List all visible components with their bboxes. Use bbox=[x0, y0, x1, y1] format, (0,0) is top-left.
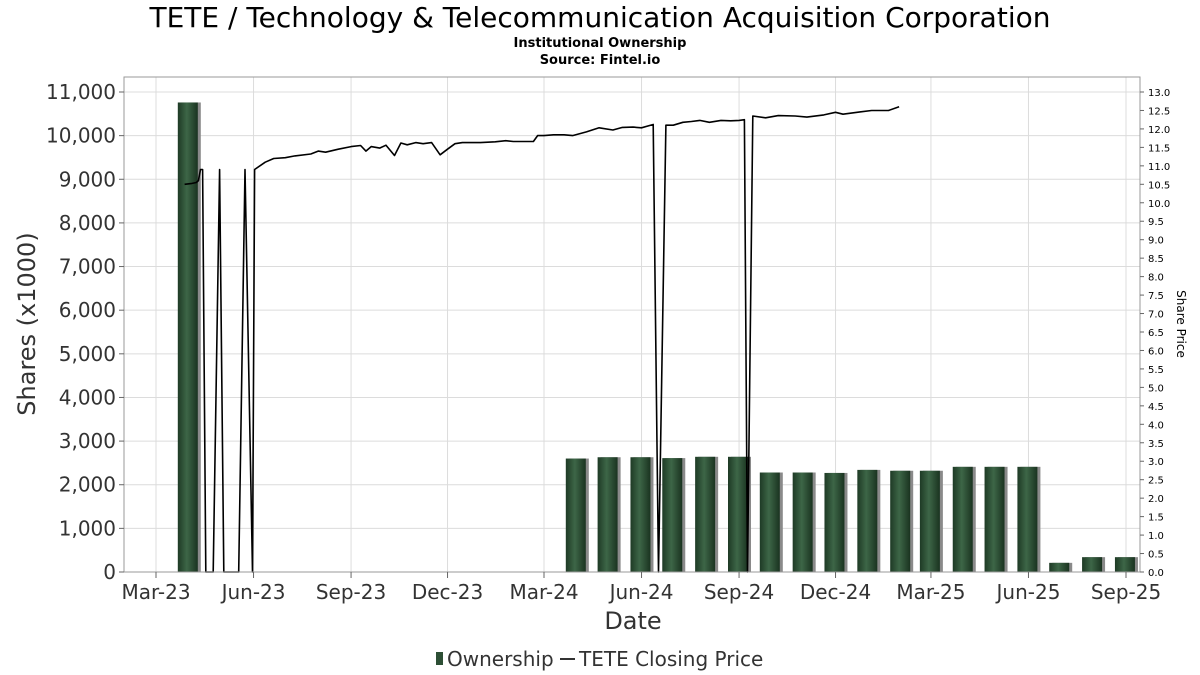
y-tick-label: 9,000 bbox=[59, 167, 116, 191]
ownership-bar bbox=[857, 469, 878, 572]
y2-tick-label: 11.0 bbox=[1148, 162, 1170, 173]
y2-tick-label: 5.0 bbox=[1148, 383, 1164, 394]
y-tick-label: 8,000 bbox=[59, 211, 116, 235]
x-tick-label: Mar-25 bbox=[896, 580, 965, 604]
y-axis-label: Shares (x1000) bbox=[13, 232, 41, 415]
y-tick-label: 4,000 bbox=[59, 385, 116, 409]
x-tick-label: Sep-24 bbox=[704, 580, 774, 604]
y2-axis-label: Share Price bbox=[1174, 290, 1188, 358]
price-line bbox=[184, 106, 900, 573]
x-tick-label: Mar-24 bbox=[509, 580, 578, 604]
x-tick-label: Jun-25 bbox=[995, 580, 1061, 604]
y2-tick-label: 7.5 bbox=[1148, 291, 1164, 302]
y-tick-label: 3,000 bbox=[59, 429, 116, 453]
y2-tick-label: 4.5 bbox=[1148, 402, 1164, 413]
y2-tick-label: 3.0 bbox=[1148, 457, 1164, 468]
y-tick-label: 5,000 bbox=[59, 342, 116, 366]
y2-tick-label: 7.0 bbox=[1148, 310, 1164, 321]
y2-tick-label: 13.0 bbox=[1148, 88, 1170, 99]
plot-frame bbox=[123, 76, 1141, 573]
legend-ownership-swatch bbox=[436, 652, 443, 665]
y2-tick-label: 4.0 bbox=[1148, 420, 1164, 431]
y-tick-label: 11,000 bbox=[46, 80, 116, 104]
ownership-bar bbox=[984, 466, 1005, 572]
ownership-bar bbox=[565, 458, 586, 572]
y2-tick-label: 0.5 bbox=[1148, 550, 1164, 561]
y2-tick-label: 12.5 bbox=[1148, 106, 1170, 117]
x-tick-label: Dec-24 bbox=[800, 580, 871, 604]
ownership-bar bbox=[759, 472, 780, 572]
y-tick-label: 7,000 bbox=[59, 255, 116, 279]
ownership-bar bbox=[1049, 562, 1070, 572]
x-tick-label: Jun-23 bbox=[220, 580, 286, 604]
y-tick-label: 0 bbox=[103, 560, 116, 584]
legend-price-label: TETE Closing Price bbox=[578, 647, 763, 671]
y2-tick-label: 10.5 bbox=[1148, 180, 1170, 191]
y-tick-label: 2,000 bbox=[59, 473, 116, 497]
y2-tick-label: 1.5 bbox=[1148, 513, 1164, 524]
x-tick-label: Mar-23 bbox=[121, 580, 190, 604]
ownership-bar bbox=[728, 456, 748, 572]
ownership-bar bbox=[662, 458, 683, 572]
y2-tick-label: 3.5 bbox=[1148, 439, 1164, 450]
right-axis-ticks: 0.0 0.5 1.0 1.5 2.0 2.5 3.0 3.5 4.0 4.5 5.0 5.5 6.0 6… bbox=[1140, 88, 1170, 579]
y2-tick-label: 5.5 bbox=[1148, 365, 1164, 376]
price-line-layer bbox=[184, 106, 900, 573]
y2-tick-label: 6.5 bbox=[1148, 328, 1164, 339]
x-tick-label: Jun-24 bbox=[608, 580, 674, 604]
x-axis-ticks: Mar-23 Jun-23 Sep-23 Dec-23 Mar-24 Jun-24 Sep-… bbox=[121, 572, 1161, 604]
ownership-bar bbox=[1017, 466, 1038, 572]
y2-tick-label: 8.5 bbox=[1148, 254, 1164, 265]
y2-tick-label: 6.0 bbox=[1148, 346, 1164, 357]
y2-tick-label: 10.0 bbox=[1148, 199, 1170, 210]
chart-subtitle: Institutional Ownership bbox=[514, 36, 687, 51]
y2-tick-label: 11.5 bbox=[1148, 143, 1170, 154]
chart-source: Source: Fintel.io bbox=[540, 53, 661, 68]
legend-ownership-label: Ownership bbox=[447, 647, 554, 671]
ownership-bar bbox=[630, 457, 651, 572]
y-tick-label: 1,000 bbox=[59, 516, 116, 540]
x-tick-label: Sep-23 bbox=[316, 580, 386, 604]
y2-tick-label: 0.0 bbox=[1148, 568, 1164, 579]
ownership-bar bbox=[177, 102, 198, 573]
chart-title: TETE / Technology & Telecommunication Ac… bbox=[149, 1, 1051, 34]
ownership-bar bbox=[890, 470, 911, 572]
ownership-bar bbox=[695, 456, 716, 572]
ownership-bar bbox=[1082, 557, 1103, 572]
y2-tick-label: 9.5 bbox=[1148, 217, 1164, 228]
y2-tick-label: 1.0 bbox=[1148, 531, 1164, 542]
y2-tick-label: 8.0 bbox=[1148, 273, 1164, 284]
x-tick-label: Dec-23 bbox=[412, 580, 483, 604]
ownership-bars bbox=[177, 102, 1138, 573]
left-axis-ticks: 0 1,000 2,000 3,000 4,000 5,000 6,000 7,000 8,00… bbox=[46, 80, 124, 584]
x-axis-label: Date bbox=[604, 607, 661, 635]
y2-tick-label: 12.0 bbox=[1148, 125, 1170, 136]
y2-tick-label: 9.0 bbox=[1148, 236, 1164, 247]
ownership-bar bbox=[597, 457, 618, 572]
y2-tick-label: 2.5 bbox=[1148, 476, 1164, 487]
ownership-bar bbox=[952, 466, 973, 572]
ownership-bar bbox=[792, 472, 813, 572]
y-tick-label: 10,000 bbox=[46, 124, 116, 148]
y2-tick-label: 2.0 bbox=[1148, 494, 1164, 505]
ownership-bar bbox=[824, 472, 845, 572]
ownership-bar bbox=[1114, 557, 1135, 572]
legend: Ownership TETE Closing Price bbox=[436, 647, 763, 671]
x-tick-label: Sep-25 bbox=[1091, 580, 1161, 604]
y-tick-label: 6,000 bbox=[59, 298, 116, 322]
ownership-bar bbox=[919, 470, 940, 572]
